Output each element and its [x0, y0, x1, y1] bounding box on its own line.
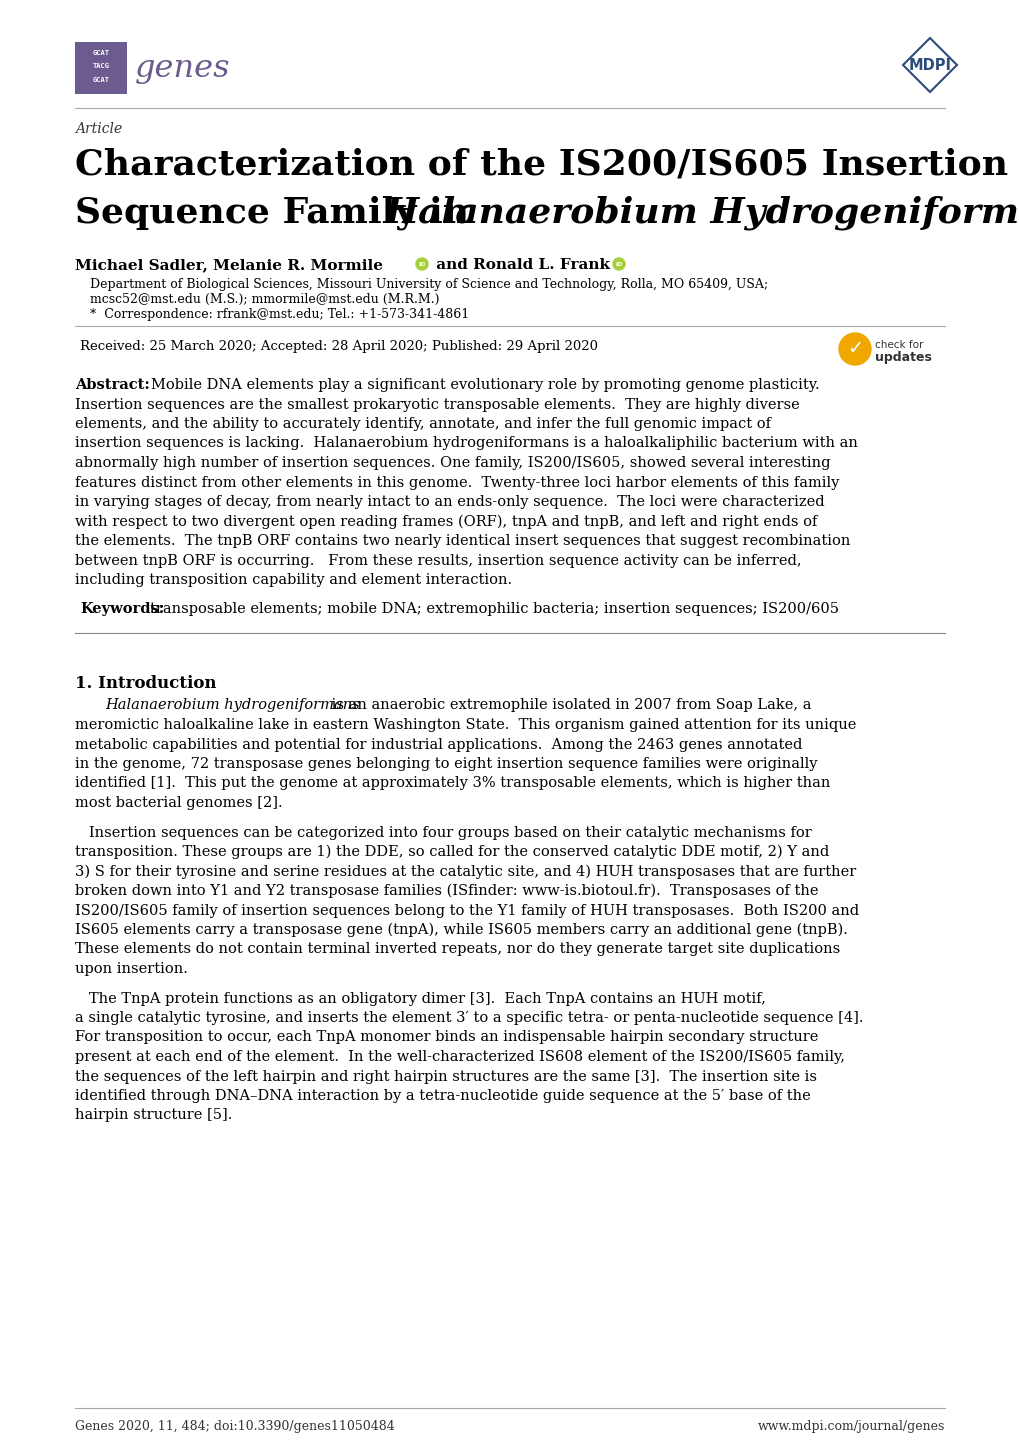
- Text: Genes 2020, 11, 484; doi:10.3390/genes11050484: Genes 2020, 11, 484; doi:10.3390/genes11…: [75, 1420, 394, 1433]
- Text: Keywords:: Keywords:: [79, 603, 164, 617]
- Text: MDPI: MDPI: [908, 59, 951, 74]
- Text: Insertion sequences are the smallest prokaryotic transposable elements.  They ar: Insertion sequences are the smallest pro…: [75, 398, 799, 411]
- Text: Halanaerobium Hydrogeniformans: Halanaerobium Hydrogeniformans: [384, 196, 1019, 231]
- Text: iD: iD: [418, 261, 425, 267]
- Text: Characterization of the IS200/IS605 Insertion: Characterization of the IS200/IS605 Inse…: [75, 149, 1007, 182]
- Text: GCAT: GCAT: [93, 76, 109, 84]
- Text: in the genome, 72 transposase genes belonging to eight insertion sequence famili: in the genome, 72 transposase genes belo…: [75, 757, 816, 771]
- Text: present at each end of the element.  In the well-characterized IS608 element of : present at each end of the element. In t…: [75, 1050, 844, 1064]
- Text: IS605 elements carry a transposase gene (tnpA), while IS605 members carry an add: IS605 elements carry a transposase gene …: [75, 923, 847, 937]
- Circle shape: [612, 258, 625, 270]
- Text: Article: Article: [75, 123, 122, 136]
- Text: a single catalytic tyrosine, and inserts the element 3′ to a specific tetra- or : a single catalytic tyrosine, and inserts…: [75, 1011, 863, 1025]
- Text: Department of Biological Sciences, Missouri University of Science and Technology: Department of Biological Sciences, Misso…: [90, 278, 767, 291]
- Text: transposable elements; mobile DNA; extremophilic bacteria; insertion sequences; : transposable elements; mobile DNA; extre…: [150, 603, 839, 617]
- Text: www.mdpi.com/journal/genes: www.mdpi.com/journal/genes: [757, 1420, 944, 1433]
- Text: insertion sequences is lacking.  Halanaerobium hydrogeniformans is a haloalkalip: insertion sequences is lacking. Halanaer…: [75, 437, 857, 450]
- Text: broken down into Y1 and Y2 transposase families (ISfinder: www-is.biotoul.fr).  : broken down into Y1 and Y2 transposase f…: [75, 884, 817, 898]
- Text: and Ronald L. Frank *: and Ronald L. Frank *: [431, 258, 623, 273]
- FancyBboxPatch shape: [75, 42, 127, 94]
- Text: For transposition to occur, each TnpA monomer binds an indispensable hairpin sec: For transposition to occur, each TnpA mo…: [75, 1031, 817, 1044]
- Text: *  Correspondence: rfrank@mst.edu; Tel.: +1-573-341-4861: * Correspondence: rfrank@mst.edu; Tel.: …: [90, 309, 469, 322]
- Text: Michael Sadler, Melanie R. Mormile: Michael Sadler, Melanie R. Mormile: [75, 258, 382, 273]
- Circle shape: [839, 333, 870, 365]
- Text: TACG: TACG: [93, 63, 109, 69]
- Text: features distinct from other elements in this genome.  Twenty-three loci harbor : features distinct from other elements in…: [75, 476, 839, 489]
- Text: transposition. These groups are 1) the DDE, so called for the conserved catalyti: transposition. These groups are 1) the D…: [75, 845, 828, 859]
- Text: iD: iD: [614, 261, 622, 267]
- Text: genes: genes: [135, 52, 230, 84]
- Text: Abstract:: Abstract:: [75, 378, 150, 392]
- Text: Mobile DNA elements play a significant evolutionary role by promoting genome pla: Mobile DNA elements play a significant e…: [151, 378, 819, 392]
- Text: mcsc52@mst.edu (M.S.); mmormile@mst.edu (M.R.M.): mcsc52@mst.edu (M.S.); mmormile@mst.edu …: [90, 293, 439, 306]
- Text: IS200/IS605 family of insertion sequences belong to the Y1 family of HUH transpo: IS200/IS605 family of insertion sequence…: [75, 904, 858, 917]
- Text: the elements.  The tnpB ORF contains two nearly identical insert sequences that : the elements. The tnpB ORF contains two …: [75, 534, 850, 548]
- Text: meromictic haloalkaline lake in eastern Washington State.  This organism gained : meromictic haloalkaline lake in eastern …: [75, 718, 856, 733]
- Text: elements, and the ability to accurately identify, annotate, and infer the full g: elements, and the ability to accurately …: [75, 417, 770, 431]
- Text: Received: 25 March 2020; Accepted: 28 April 2020; Published: 29 April 2020: Received: 25 March 2020; Accepted: 28 Ap…: [79, 340, 597, 353]
- Text: 3) S for their tyrosine and serine residues at the catalytic site, and 4) HUH tr: 3) S for their tyrosine and serine resid…: [75, 865, 855, 878]
- Text: between tnpB ORF is occurring.   From these results, insertion sequence activity: between tnpB ORF is occurring. From thes…: [75, 554, 801, 568]
- Text: identified through DNA–DNA interaction by a tetra-nucleotide guide sequence at t: identified through DNA–DNA interaction b…: [75, 1089, 810, 1103]
- Text: with respect to two divergent open reading frames (ORF), tnpA and tnpB, and left: with respect to two divergent open readi…: [75, 515, 816, 529]
- Circle shape: [416, 258, 428, 270]
- Text: hairpin structure [5].: hairpin structure [5].: [75, 1109, 232, 1122]
- Text: metabolic capabilities and potential for industrial applications.  Among the 246: metabolic capabilities and potential for…: [75, 737, 802, 751]
- Text: including transposition capability and element interaction.: including transposition capability and e…: [75, 572, 512, 587]
- Text: ✓: ✓: [846, 339, 862, 359]
- Text: is an anaerobic extremophile isolated in 2007 from Soap Lake, a: is an anaerobic extremophile isolated in…: [327, 698, 811, 712]
- Text: GCAT: GCAT: [93, 50, 109, 56]
- Text: updates: updates: [874, 350, 931, 363]
- Text: Insertion sequences can be categorized into four groups based on their catalytic: Insertion sequences can be categorized i…: [75, 825, 811, 839]
- Text: Sequence Family in: Sequence Family in: [75, 196, 481, 231]
- Text: the sequences of the left hairpin and right hairpin structures are the same [3].: the sequences of the left hairpin and ri…: [75, 1070, 816, 1083]
- Text: The TnpA protein functions as an obligatory dimer [3].  Each TnpA contains an HU: The TnpA protein functions as an obligat…: [75, 992, 765, 1005]
- Text: most bacterial genomes [2].: most bacterial genomes [2].: [75, 796, 282, 810]
- Text: check for: check for: [874, 340, 922, 350]
- Text: Halanaerobium hydrogeniformans: Halanaerobium hydrogeniformans: [105, 698, 360, 712]
- Text: abnormally high number of insertion sequences. One family, IS200/IS605, showed s: abnormally high number of insertion sequ…: [75, 456, 829, 470]
- Text: in varying stages of decay, from nearly intact to an ends-only sequence.  The lo: in varying stages of decay, from nearly …: [75, 495, 823, 509]
- Text: These elements do not contain terminal inverted repeats, nor do they generate ta: These elements do not contain terminal i…: [75, 943, 840, 956]
- Text: identified [1].  This put the genome at approximately 3% transposable elements, : identified [1]. This put the genome at a…: [75, 776, 829, 790]
- Text: upon insertion.: upon insertion.: [75, 962, 187, 976]
- Text: 1. Introduction: 1. Introduction: [75, 675, 216, 692]
